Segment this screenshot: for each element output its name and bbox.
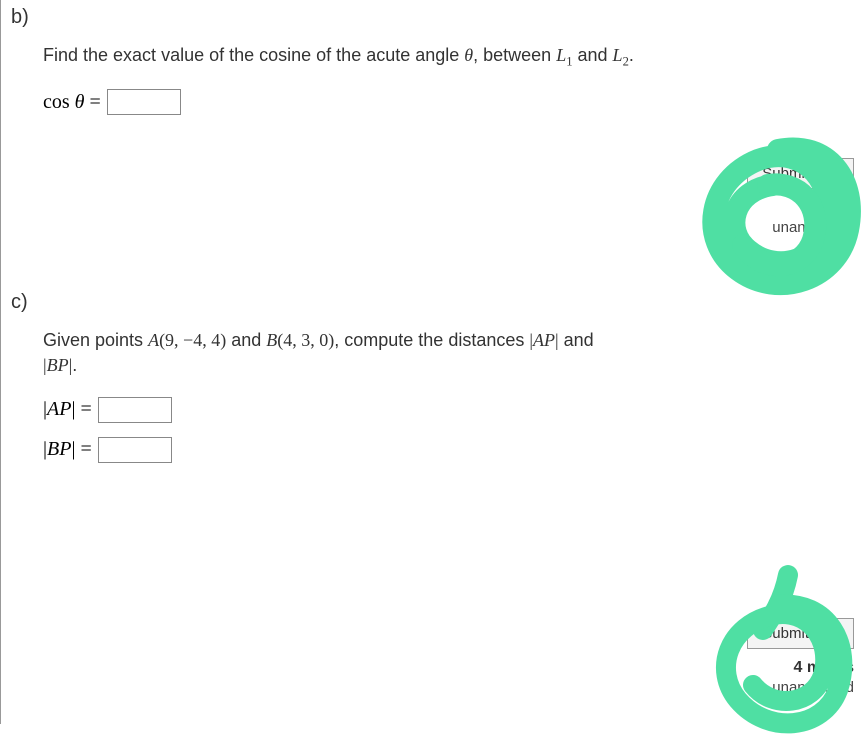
and-text: and bbox=[573, 45, 613, 65]
part-b-marks: marks bbox=[634, 199, 854, 217]
and1-text: and bbox=[226, 330, 266, 350]
part-c-marks-text: marks bbox=[802, 659, 854, 676]
question-container: b) Find the exact value of the cosine of… bbox=[0, 0, 868, 724]
l2-symbol: L bbox=[613, 45, 623, 65]
ap-label: |AP| = bbox=[43, 398, 92, 421]
cos-theta-label: cos θ = bbox=[43, 91, 101, 114]
ap-input[interactable] bbox=[98, 397, 172, 423]
part-c-submit-region: Submit part 4 marks unanswered bbox=[634, 618, 854, 696]
part-c-status: unanswered bbox=[634, 679, 854, 696]
part-c-label: c) bbox=[1, 285, 868, 314]
part-c-mid: , compute the distances bbox=[334, 330, 529, 350]
submit-part-c-button[interactable]: Submit part bbox=[747, 618, 854, 649]
submit-part-b-button[interactable]: Submit part bbox=[747, 158, 854, 189]
part-b-status: unanswered bbox=[634, 219, 854, 236]
bp-input[interactable] bbox=[98, 437, 172, 463]
theta-symbol: θ bbox=[464, 45, 473, 65]
part-c-marks: 4 marks bbox=[634, 659, 854, 677]
part-b-marks-text: marks bbox=[807, 199, 854, 216]
bp-symbol: |BP| bbox=[43, 355, 72, 375]
bp-label: |BP| = bbox=[43, 438, 92, 461]
point-b-label: B bbox=[266, 330, 277, 350]
part-b-suffix: . bbox=[629, 45, 634, 65]
point-a-label: A bbox=[148, 330, 159, 350]
ap-answer-row: |AP| = bbox=[1, 397, 868, 423]
cos-theta-input[interactable] bbox=[107, 89, 181, 115]
and2-text: and bbox=[559, 330, 594, 350]
l1-symbol: L bbox=[556, 45, 566, 65]
part-c-suffix: . bbox=[72, 355, 77, 375]
part-c-block: c) Given points A(9, −4, 4) and B(4, 3, … bbox=[1, 285, 868, 462]
part-b-text-mid: , between bbox=[473, 45, 556, 65]
part-b-text-prefix: Find the exact value of the cosine of th… bbox=[43, 45, 464, 65]
part-b-label: b) bbox=[1, 0, 868, 29]
part-b-answer-row: cos θ = bbox=[1, 89, 868, 115]
ap-symbol: |AP| bbox=[529, 330, 558, 350]
part-b-submit-region: Submit part marks unanswered bbox=[634, 158, 854, 236]
bp-answer-row: |BP| = bbox=[1, 437, 868, 463]
point-b-coords: (4, 3, 0) bbox=[277, 330, 334, 350]
part-c-prefix: Given points bbox=[43, 330, 148, 350]
point-a-coords: (9, −4, 4) bbox=[159, 330, 226, 350]
part-c-question: Given points A(9, −4, 4) and B(4, 3, 0),… bbox=[1, 314, 868, 396]
part-b-question: Find the exact value of the cosine of th… bbox=[1, 29, 868, 89]
